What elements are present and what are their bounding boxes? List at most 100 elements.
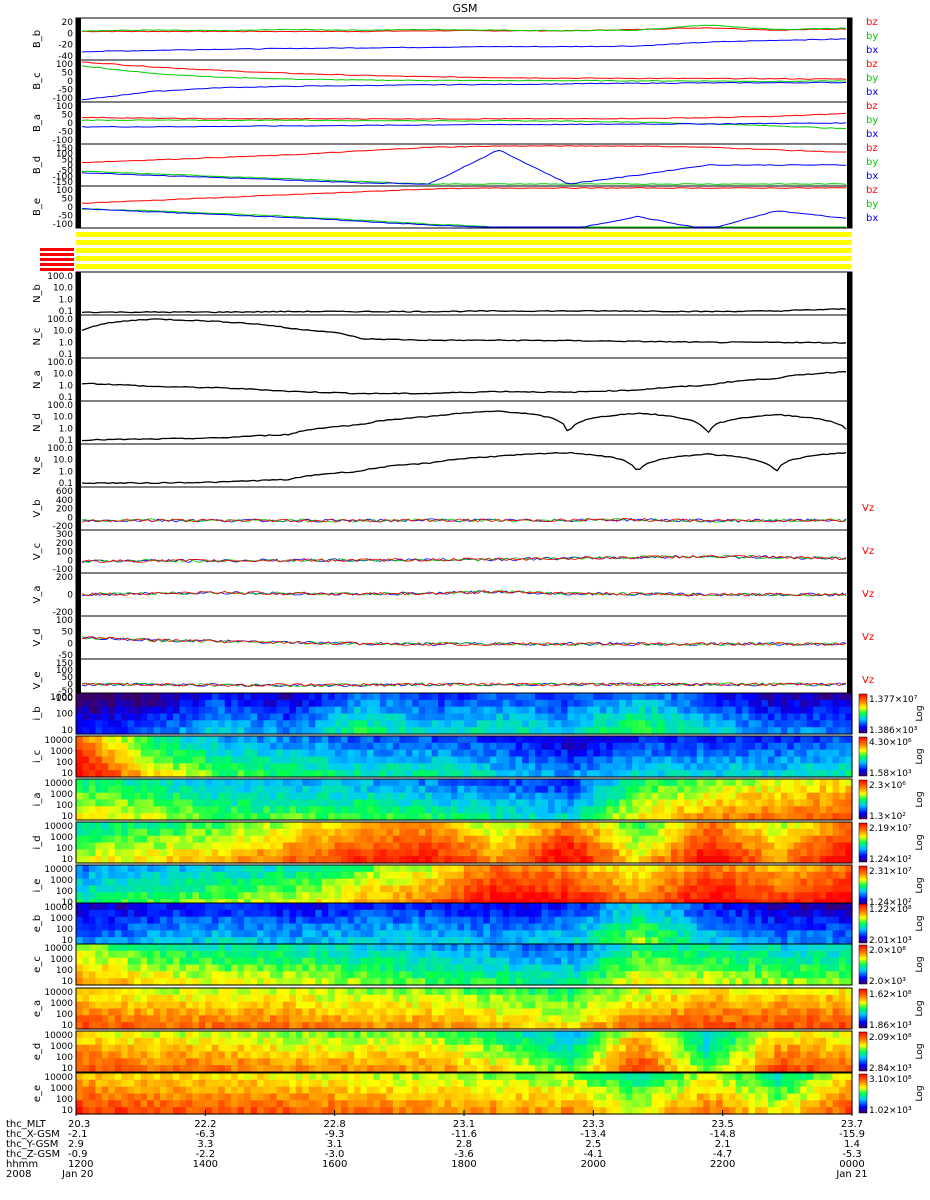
spectrogram-cell <box>567 706 575 715</box>
spectrogram-cell <box>302 806 310 814</box>
spectrogram-cell <box>586 763 594 771</box>
spectrogram-cell <box>567 878 575 887</box>
spectrogram-cell <box>108 770 116 778</box>
spectrogram-cell <box>793 822 801 830</box>
spectrogram-cell <box>114 799 122 807</box>
bfield-legend-by: by <box>866 73 878 84</box>
spectrogram-cell <box>528 957 536 966</box>
spectrogram-cell <box>787 779 795 787</box>
spectrogram-cell <box>793 736 801 744</box>
spectrogram-cell <box>101 693 109 701</box>
spectrogram-cell <box>528 742 536 751</box>
spectrogram-cell <box>431 749 439 758</box>
spectrogram-cell <box>160 785 168 794</box>
spectrogram-cell <box>819 856 827 864</box>
spectrogram-cell <box>308 736 316 744</box>
spectrogram-cell <box>813 806 821 814</box>
spectrogram-cell <box>231 957 239 966</box>
spectrogram-cell <box>645 713 653 721</box>
spectrogram-cell <box>567 828 575 837</box>
spectrogram-cell <box>263 916 271 925</box>
spectrogram-cell <box>509 813 517 821</box>
spectrogram-cell <box>379 849 387 857</box>
spectrogram-cell <box>205 842 213 850</box>
spectrogram-cell <box>88 923 96 931</box>
spectrogram-cell <box>677 930 685 938</box>
spectrogram-cell <box>263 937 271 945</box>
spectrogram-cell <box>101 779 109 787</box>
spectrogram-cell <box>683 799 691 807</box>
spectrogram-cell <box>567 785 575 794</box>
spectrogram-cell <box>625 799 633 807</box>
spectrogram-cell <box>761 885 769 893</box>
spectrogram-cell <box>502 923 510 931</box>
spectrogram-cell <box>289 699 297 708</box>
spectrogram-cell <box>567 865 575 873</box>
spectrogram-cell <box>638 822 646 830</box>
spectrogram-cell <box>211 971 219 979</box>
spectrogram-cell <box>438 950 446 959</box>
spectrogram-cell <box>367 944 375 952</box>
spectrogram-cell <box>767 713 775 721</box>
spectrogram-cell <box>315 909 323 918</box>
bfield-panel-1-tick-label: -100 <box>53 94 74 104</box>
spectrogram-cell <box>599 779 607 787</box>
spectrogram-cell <box>257 779 265 787</box>
spectrogram-cell <box>153 693 161 701</box>
spectrogram-cell <box>638 916 646 925</box>
spectrogram-cell <box>399 727 407 735</box>
spectrogram-cell <box>373 903 381 911</box>
spectrogram-cell <box>528 916 536 925</box>
spectrogram-cell <box>399 806 407 814</box>
spectrogram-cell <box>218 806 226 814</box>
spectrogram-cell <box>360 944 368 952</box>
spectrogram-cell <box>379 799 387 807</box>
spectrogram-cell <box>806 699 814 708</box>
spectrogram-cell <box>470 770 478 778</box>
spectrogram-cell <box>826 785 834 794</box>
spectrogram-cell <box>845 763 853 771</box>
spectrogram-cell <box>121 792 129 801</box>
spectrogram-cell <box>412 727 420 735</box>
bfield-panel-2-tick-label: 0 <box>67 119 73 129</box>
spectrogram-cell <box>651 822 659 830</box>
spectrogram-cell <box>237 828 245 837</box>
spectrogram-cell <box>509 885 517 893</box>
spectrogram-cell <box>645 749 653 758</box>
spectrogram-cell <box>586 923 594 931</box>
spectrogram-cell <box>134 842 142 850</box>
spectrogram-cell <box>321 813 329 821</box>
spectrogram-cell <box>379 693 387 701</box>
spectrogram-cell <box>185 944 193 952</box>
spectrogram-cell <box>250 871 258 880</box>
spectrogram-cell <box>418 842 426 850</box>
spectrogram-cell <box>444 806 452 814</box>
spectrogram-cell <box>800 713 808 721</box>
spectrogram-cell <box>528 720 536 728</box>
spectrogram-cell <box>224 749 232 758</box>
spectrogram-cell <box>166 693 174 701</box>
spectrogram-cell <box>173 835 181 844</box>
spectrogram-cell <box>392 779 400 787</box>
spectrogram-cell <box>451 835 459 844</box>
spectrogram-cell <box>231 849 239 857</box>
spectrogram-cell <box>586 736 594 744</box>
spectrogram-cell <box>82 785 90 794</box>
spectrogram-cell <box>379 878 387 887</box>
spectrogram-cell <box>334 937 342 945</box>
spectrogram-cell <box>561 930 569 938</box>
spectrogram-cell <box>476 903 484 911</box>
spectrogram-cell <box>470 909 478 918</box>
spectrogram-cell <box>166 822 174 830</box>
spectrogram-cell <box>489 756 497 764</box>
spectrogram-cell <box>95 937 103 945</box>
colorbar-2 <box>858 779 868 820</box>
spectrogram-cell <box>360 971 368 979</box>
spectrogram-cell <box>677 822 685 830</box>
spectrogram-cell <box>379 813 387 821</box>
spectrogram-cell <box>257 930 265 938</box>
spectrogram-cell <box>108 964 116 972</box>
spectrogram-cell <box>464 693 472 701</box>
spectrogram-cell <box>173 930 181 938</box>
spectrogram-cell <box>392 806 400 814</box>
